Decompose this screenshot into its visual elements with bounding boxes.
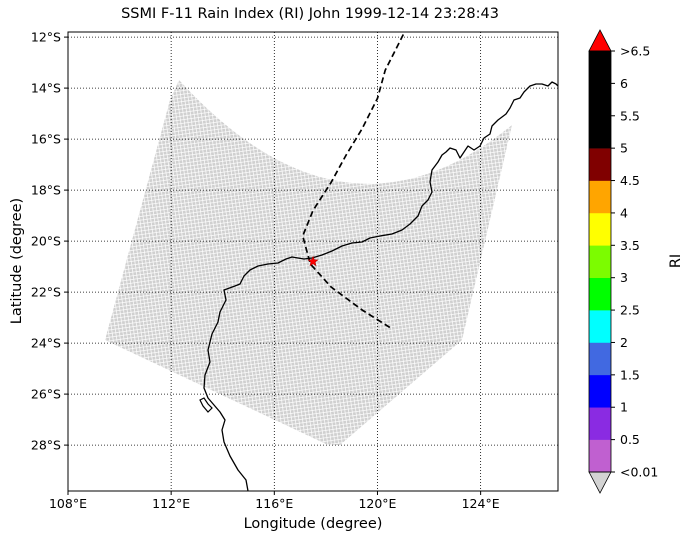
colorbar-segment <box>589 310 611 343</box>
colorbar-segment <box>589 180 611 214</box>
colorbar-tick-label: 4.5 <box>620 173 640 188</box>
colorbar-tick-label: 0.5 <box>620 432 640 447</box>
colorbar-frame <box>588 50 612 473</box>
colorbar-tick-label: 2 <box>620 335 628 350</box>
colorbar-tick-label: 4 <box>620 205 628 220</box>
colorbar-segment <box>589 115 611 149</box>
graticule <box>68 32 558 491</box>
y-tick-label: 18°S <box>31 183 61 198</box>
colorbar-tick-label: 1 <box>620 400 628 415</box>
map-title: SSMI F-11 Rain Index (RI) John 1999-12-1… <box>121 6 499 22</box>
colorbar-tick-label: >6.5 <box>620 44 650 59</box>
colorbar-tick-label: <0.01 <box>620 465 658 480</box>
colorbar-segment <box>589 407 611 440</box>
storm-position-marker <box>307 255 319 267</box>
colorbar-tick-label: 3 <box>620 270 628 285</box>
colorbar-tick-label: 5.5 <box>620 108 640 123</box>
colorbar-ticks: <0.01 0.5 1 1.5 2 2.5 3 3.5 4 4.5 5 5.5 6 >6.5 <box>611 44 658 480</box>
x-axis-ticks: 108°E 112°E 116°E 120°E 124°E <box>49 491 500 511</box>
colorbar-label: RI <box>668 253 684 269</box>
colorbar-tick-label: 2.5 <box>620 303 640 318</box>
colorbar-segment <box>589 83 611 117</box>
colorbar-segment <box>589 212 611 246</box>
colorbar-under-extension <box>588 471 612 494</box>
y-axis-label: Latitude (degree) <box>9 197 25 325</box>
map-frame <box>67 31 559 492</box>
y-tick-label: 20°S <box>31 234 61 249</box>
colorbar-segment <box>589 342 611 376</box>
y-tick-label: 16°S <box>31 132 61 147</box>
storm-track <box>301 34 405 329</box>
colorbar <box>588 29 612 494</box>
colorbar-segment <box>589 245 611 278</box>
colorbar-segment <box>589 51 611 84</box>
y-tick-label: 26°S <box>31 387 61 402</box>
colorbar-tick-label: 3.5 <box>620 238 640 253</box>
y-tick-label: 28°S <box>31 438 61 453</box>
colorbar-segment <box>589 148 611 181</box>
x-tick-label: 124°E <box>462 496 500 511</box>
colorbar-tick-label: 1.5 <box>620 367 640 382</box>
x-tick-label: 116°E <box>255 496 293 511</box>
y-tick-label: 12°S <box>31 30 61 45</box>
colorbar-tick-label: 5 <box>620 141 628 156</box>
y-tick-label: 22°S <box>31 285 61 300</box>
coastline-island <box>199 397 213 413</box>
colorbar-tick-label: 6 <box>620 76 628 91</box>
y-tick-label: 24°S <box>31 336 61 351</box>
satellite-swath <box>105 80 512 445</box>
y-axis-ticks: 12°S 14°S 16°S 18°S 20°S 22°S 24°S 26°S 28°S <box>31 30 68 453</box>
colorbar-segment <box>589 374 611 408</box>
coastline <box>203 81 558 491</box>
x-tick-label: 120°E <box>358 496 396 511</box>
x-axis-label: Longitude (degree) <box>243 516 383 532</box>
y-tick-label: 14°S <box>31 81 61 96</box>
colorbar-segment <box>589 277 611 311</box>
colorbar-over-extension <box>588 29 612 52</box>
x-tick-label: 112°E <box>152 496 190 511</box>
x-tick-label: 108°E <box>49 496 87 511</box>
colorbar-segment <box>589 439 611 473</box>
